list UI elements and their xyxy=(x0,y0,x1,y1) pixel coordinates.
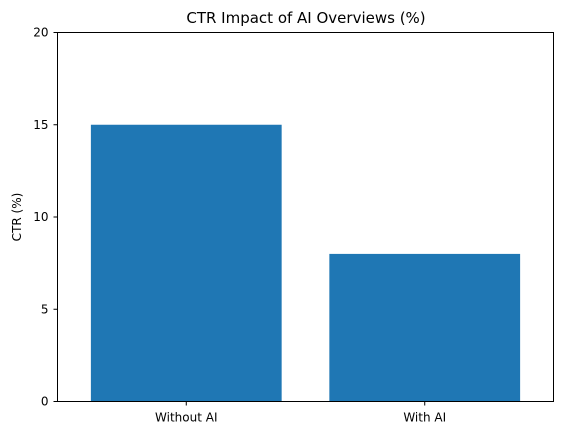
y-tick-label: 0 xyxy=(41,395,49,409)
y-axis-label: CTR (%) xyxy=(10,193,24,242)
bar-with-ai xyxy=(329,253,521,402)
y-ticks-group: 0 5 10 15 20 xyxy=(33,26,58,409)
y-tick-label: 5 xyxy=(41,302,49,316)
y-tick-label: 15 xyxy=(33,118,48,132)
x-ticks-group: Without AI With AI xyxy=(155,401,446,425)
bars-group xyxy=(90,124,521,402)
y-tick-label: 20 xyxy=(33,26,48,40)
y-tick-label: 10 xyxy=(33,210,48,224)
bar-without-ai xyxy=(90,124,282,402)
x-tick-label: With AI xyxy=(403,411,446,425)
chart-title: CTR Impact of AI Overviews (%) xyxy=(186,9,425,27)
x-tick-label: Without AI xyxy=(155,411,217,425)
plot-frame xyxy=(57,32,554,402)
